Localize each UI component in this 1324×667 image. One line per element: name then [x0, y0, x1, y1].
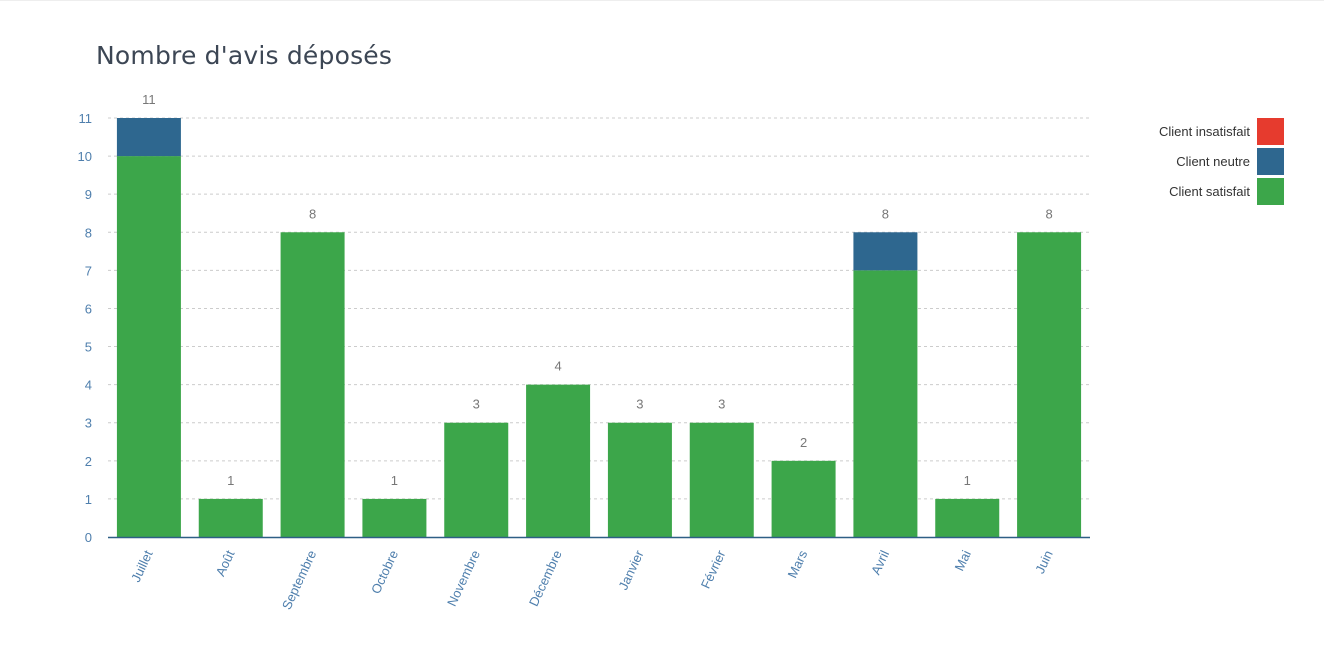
bar-segment[interactable]	[853, 232, 918, 271]
data-label: 1	[227, 473, 234, 488]
data-label: 2	[800, 435, 807, 450]
data-label: 3	[473, 397, 480, 412]
bar-segment[interactable]	[116, 118, 181, 157]
y-tick-label: 6	[85, 301, 92, 316]
data-label: 1	[391, 473, 398, 488]
y-tick-label: 1	[85, 492, 92, 507]
legend-label: Client insatisfait	[1158, 124, 1250, 139]
legend-item[interactable]: Client satisfait	[1169, 178, 1284, 205]
bar-segment[interactable]	[280, 232, 345, 538]
bar-segment[interactable]	[607, 422, 672, 537]
x-tick-label: Mars	[784, 547, 810, 580]
data-label: 8	[309, 206, 316, 221]
data-label: 3	[718, 397, 725, 412]
chart-title: Nombre d'avis déposés	[96, 41, 393, 70]
x-tick-label: Août	[213, 548, 238, 579]
x-tick-label: Janvier	[615, 547, 647, 592]
bar-segment[interactable]	[771, 460, 836, 537]
bars	[116, 118, 1082, 538]
x-tick-label: Octobre	[368, 548, 401, 596]
grid-lines	[108, 117, 1090, 500]
data-label: 3	[636, 397, 643, 412]
x-tick-label: Septembre	[279, 548, 319, 612]
x-tick-label: Avril	[868, 548, 892, 577]
y-tick-label: 7	[85, 263, 92, 278]
y-tick-label: 0	[85, 530, 92, 545]
y-tick-label: 9	[85, 187, 92, 202]
x-tick-label: Février	[698, 547, 729, 591]
x-tick-label: Décembre	[526, 548, 565, 609]
legend-swatch	[1257, 118, 1284, 145]
legend-swatch	[1257, 178, 1284, 205]
y-tick-label: 3	[85, 416, 92, 431]
x-tick-label: Juillet	[128, 548, 156, 585]
x-tick-label: Juin	[1032, 548, 1056, 576]
y-tick-label: 4	[85, 378, 92, 393]
legend-item[interactable]: Client insatisfait	[1159, 118, 1284, 145]
y-tick-label: 11	[79, 111, 93, 126]
x-tick-label: Mai	[952, 548, 974, 573]
bar-segment[interactable]	[116, 156, 181, 537]
data-label: 11	[142, 92, 156, 107]
y-tick-label: 10	[78, 149, 92, 164]
data-label: 1	[964, 473, 971, 488]
x-axis-ticks: Juillet Août Septembre Octobre Novembre Décem…	[128, 547, 1056, 612]
bar-segment[interactable]	[935, 498, 1000, 537]
legend-label: Client neutre	[1176, 154, 1250, 169]
y-tick-label: 8	[85, 225, 92, 240]
y-tick-label: 5	[85, 340, 92, 355]
bar-segment[interactable]	[526, 384, 591, 537]
legend-label: Client satisfait	[1169, 184, 1250, 199]
data-label: 4	[554, 359, 561, 374]
y-axis-ticks: 0 1 2 3 4 5 6 7 8 9 10 11	[78, 111, 92, 545]
bar-segment[interactable]	[853, 270, 918, 537]
legend-item[interactable]: Client neutre	[1176, 148, 1284, 175]
bar-segment[interactable]	[444, 422, 509, 537]
bar-segment[interactable]	[198, 498, 263, 537]
bar-segment[interactable]	[362, 498, 427, 537]
legend-swatch	[1257, 148, 1284, 175]
x-tick-label: Novembre	[444, 548, 483, 609]
legend: Client insatisfait Client neutre Client sa…	[1159, 118, 1284, 205]
bar-segment[interactable]	[689, 422, 754, 537]
data-label: 8	[1045, 206, 1052, 221]
data-label: 8	[882, 206, 889, 221]
y-tick-label: 2	[85, 454, 92, 469]
bar-segment[interactable]	[1017, 232, 1082, 538]
